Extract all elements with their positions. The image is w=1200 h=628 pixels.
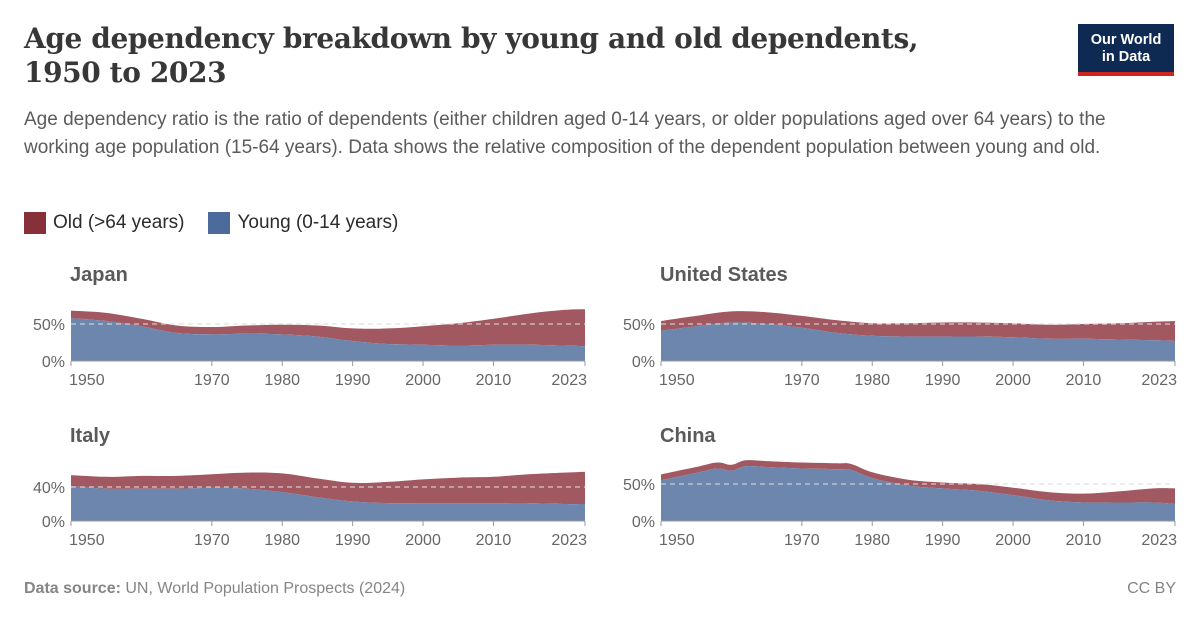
x-tick-label-china-1950: 1950 — [659, 532, 695, 549]
panel-title-united-states: United States — [660, 264, 788, 286]
x-tick-label-italy-1980: 1980 — [264, 532, 300, 549]
x-tick-label-italy-1970: 1970 — [194, 532, 230, 549]
x-tick-label-united-states-1990: 1990 — [925, 372, 961, 389]
data-source: Data source: UN, World Population Prospe… — [24, 580, 405, 598]
x-tick-label-china-2000: 2000 — [995, 532, 1031, 549]
data-source-label: Data source: — [24, 580, 121, 597]
logo-accent-bar — [1078, 72, 1174, 76]
legend-label-old: Old (>64 years) — [53, 212, 185, 233]
panel-title-italy: Italy — [70, 425, 111, 447]
legend-label-young: Young (0-14 years) — [237, 212, 399, 233]
chart-title: Age dependency breakdown by young and ol… — [24, 22, 919, 89]
area-old-japan — [71, 309, 585, 347]
y-tick-label-italy-40: 40% — [33, 480, 65, 497]
panel-title-japan: Japan — [70, 264, 128, 286]
x-tick-label-japan-1950: 1950 — [69, 372, 105, 389]
legend-item-young[interactable]: Young (0-14 years) — [208, 212, 398, 234]
chart-subtitle: Age dependency ratio is the ratio of dep… — [24, 109, 1106, 158]
legend: Old (>64 years) Young (0-14 years) — [24, 212, 422, 234]
area-young-japan — [71, 318, 585, 361]
area-young-italy — [71, 486, 585, 521]
area-young-china — [661, 466, 1175, 521]
y-tick-label-china-50: 50% — [623, 477, 655, 494]
x-tick-label-japan-1990: 1990 — [335, 372, 371, 389]
y-tick-label-china-0: 0% — [632, 514, 655, 531]
logo-line-2: in Data — [1101, 49, 1151, 65]
x-tick-label-japan-2000: 2000 — [405, 372, 441, 389]
x-tick-label-china-1980: 1980 — [854, 532, 890, 549]
x-tick-label-united-states-2000: 2000 — [995, 372, 1031, 389]
x-tick-label-united-states-1980: 1980 — [854, 372, 890, 389]
logo-line-1: Our World — [1090, 32, 1162, 48]
x-tick-label-united-states-1970: 1970 — [784, 372, 820, 389]
y-tick-label-united-states-50: 50% — [623, 317, 655, 334]
x-tick-label-italy-2000: 2000 — [405, 532, 441, 549]
x-tick-label-china-1970: 1970 — [784, 532, 820, 549]
y-tick-label-united-states-0: 0% — [632, 354, 655, 371]
area-old-china — [661, 460, 1175, 504]
x-tick-label-japan-2010: 2010 — [476, 372, 512, 389]
license-link[interactable]: CC BY — [1127, 580, 1176, 597]
x-tick-label-china-2010: 2010 — [1066, 532, 1102, 549]
legend-item-old[interactable]: Old (>64 years) — [24, 212, 184, 234]
x-tick-label-japan-1970: 1970 — [194, 372, 230, 389]
x-tick-label-japan-2023: 2023 — [551, 372, 587, 389]
legend-swatch-old — [24, 212, 46, 234]
area-old-united-states — [661, 311, 1175, 342]
x-tick-label-china-1990: 1990 — [925, 532, 961, 549]
x-tick-label-united-states-2010: 2010 — [1066, 372, 1102, 389]
x-tick-label-china-2023: 2023 — [1141, 532, 1177, 549]
data-source-text[interactable]: UN, World Population Prospects (2024) — [125, 580, 406, 597]
x-tick-label-italy-2023: 2023 — [551, 532, 587, 549]
y-tick-label-italy-0: 0% — [42, 514, 65, 531]
y-tick-label-japan-50: 50% — [33, 317, 65, 334]
legend-swatch-young — [208, 212, 231, 234]
owid-logo[interactable]: Our World in Data — [1078, 24, 1174, 76]
x-tick-label-united-states-2023: 2023 — [1141, 372, 1177, 389]
x-tick-label-united-states-1950: 1950 — [659, 372, 695, 389]
area-old-italy — [71, 471, 585, 505]
x-tick-label-italy-2010: 2010 — [476, 532, 512, 549]
area-young-united-states — [661, 322, 1175, 361]
panel-title-china: China — [660, 425, 716, 447]
x-tick-label-italy-1950: 1950 — [69, 532, 105, 549]
x-tick-label-italy-1990: 1990 — [335, 532, 371, 549]
y-tick-label-japan-0: 0% — [42, 354, 65, 371]
x-tick-label-japan-1980: 1980 — [264, 372, 300, 389]
